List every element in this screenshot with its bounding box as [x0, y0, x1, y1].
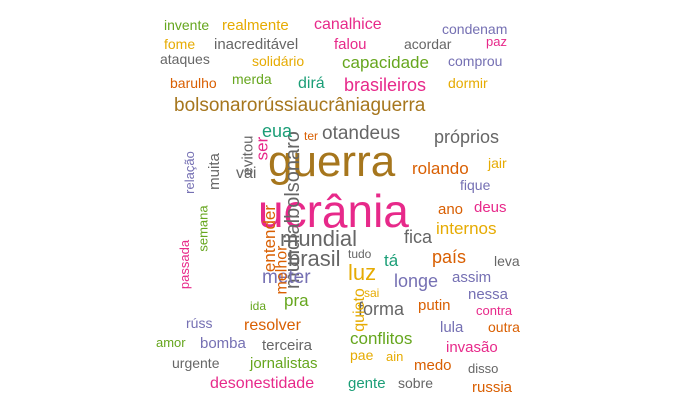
- cloud-word: jornalistas: [250, 355, 318, 372]
- cloud-word: rúss: [186, 315, 213, 331]
- cloud-word: dirá: [298, 75, 325, 92]
- cloud-word: ucrânia: [258, 185, 409, 237]
- cloud-word: longe: [394, 271, 439, 291]
- cloud-word: comprou: [448, 53, 503, 69]
- cloud-word: ano: [438, 201, 464, 218]
- cloud-word: condenam: [442, 21, 508, 37]
- cloud-word: medo: [414, 357, 452, 374]
- cloud-word: muita: [205, 153, 223, 190]
- cloud-word: relação: [181, 151, 197, 194]
- cloud-word: russia: [472, 379, 513, 396]
- cloud-word: outra: [488, 319, 520, 335]
- cloud-word: conflitos: [350, 329, 413, 348]
- cloud-word: ter: [304, 129, 319, 143]
- cloud-word: bomba: [200, 335, 246, 352]
- cloud-word: eua: [262, 121, 293, 141]
- cloud-word: nessa: [468, 286, 509, 303]
- cloud-word: ataques: [160, 51, 210, 67]
- cloud-word: falou: [334, 36, 367, 53]
- cloud-word: dormir: [448, 75, 488, 91]
- cloud-word: melhor: [273, 245, 291, 295]
- cloud-word: lula: [440, 319, 464, 336]
- cloud-word: ida: [250, 299, 267, 313]
- cloud-word: amor: [156, 335, 186, 350]
- cloud-word: acordar: [404, 36, 452, 52]
- cloud-word: brasil: [288, 246, 341, 271]
- cloud-word: luz: [348, 260, 377, 285]
- cloud-word: barulho: [170, 75, 217, 91]
- cloud-word: deus: [474, 199, 507, 216]
- cloud-word: próprios: [434, 127, 500, 147]
- cloud-word: evitou: [239, 135, 257, 176]
- cloud-word: tá: [384, 251, 399, 270]
- cloud-word: otandeus: [322, 123, 401, 144]
- cloud-word: leva: [494, 253, 520, 269]
- cloud-word: guerra: [268, 137, 396, 186]
- cloud-word: invasão: [446, 339, 498, 356]
- cloud-word: passada: [177, 239, 193, 290]
- cloud-word: ain: [386, 349, 404, 364]
- cloud-word: invente: [164, 17, 210, 33]
- cloud-word: urgente: [172, 355, 220, 371]
- cloud-word: paz: [486, 34, 507, 49]
- cloud-word: pae: [350, 347, 374, 363]
- cloud-word: fome: [164, 36, 196, 52]
- cloud-word: gente: [348, 375, 386, 392]
- cloud-word: bolsonarorússiaucrâniaguerra: [174, 95, 426, 116]
- cloud-word: disso: [468, 361, 499, 376]
- cloud-word: tudo: [348, 247, 372, 261]
- cloud-word: internos: [436, 219, 497, 238]
- cloud-word: jair: [488, 155, 507, 171]
- cloud-word: vai: [236, 165, 257, 182]
- cloud-word: rolando: [412, 159, 469, 178]
- cloud-word: canalhice: [314, 16, 382, 33]
- cloud-word: fica: [404, 227, 433, 247]
- cloud-word: assim: [452, 269, 492, 286]
- cloud-word: pra: [284, 291, 309, 310]
- cloud-word: solidário: [252, 53, 305, 69]
- cloud-word: merda: [232, 71, 272, 87]
- cloud-word: putin: [418, 297, 451, 314]
- cloud-word: mundial: [280, 226, 358, 251]
- cloud-word: contra: [476, 303, 513, 318]
- cloud-word: forma: [358, 299, 405, 319]
- cloud-word: semana: [195, 205, 211, 252]
- cloud-word: sobre: [398, 375, 434, 391]
- cloud-word: inacreditável: [214, 36, 299, 53]
- cloud-word: resolver: [244, 317, 301, 334]
- cloud-word: país: [432, 247, 467, 267]
- cloud-word: desonestidade: [210, 375, 315, 392]
- cloud-word: terceira: [262, 337, 313, 354]
- cloud-word: meter: [262, 267, 311, 288]
- cloud-word: realmente: [222, 17, 289, 34]
- cloud-word: capacidade: [342, 53, 429, 72]
- cloud-word: brasileiros: [344, 75, 427, 95]
- cloud-word: sai: [364, 286, 380, 300]
- cloud-word: fique: [460, 177, 491, 193]
